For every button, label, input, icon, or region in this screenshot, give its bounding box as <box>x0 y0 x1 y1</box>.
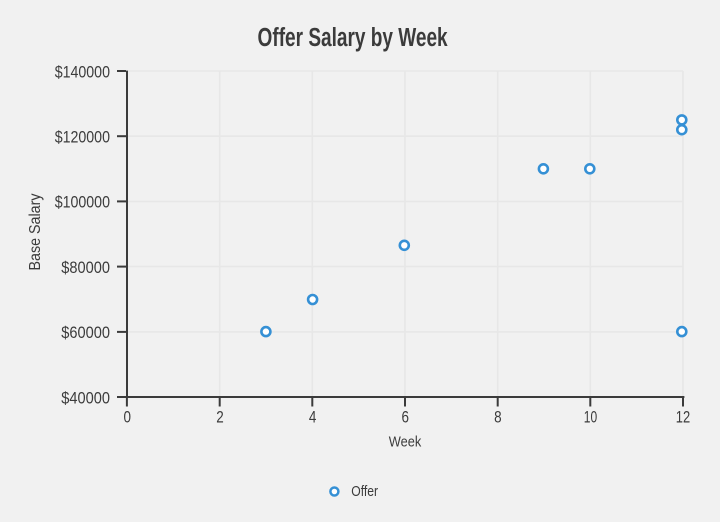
svg-text:$140000: $140000 <box>55 62 110 81</box>
svg-text:0: 0 <box>124 408 132 427</box>
svg-text:4: 4 <box>309 408 317 427</box>
svg-text:Week: Week <box>389 433 422 450</box>
svg-text:$40000: $40000 <box>61 388 110 407</box>
svg-text:$100000: $100000 <box>55 193 110 212</box>
svg-text:12: 12 <box>676 408 690 427</box>
svg-text:Offer Salary by Week: Offer Salary by Week <box>258 24 449 52</box>
svg-text:$60000: $60000 <box>61 323 110 342</box>
svg-text:$120000: $120000 <box>55 128 110 147</box>
svg-text:$80000: $80000 <box>61 258 110 277</box>
svg-text:8: 8 <box>494 408 502 427</box>
svg-text:Offer: Offer <box>351 483 378 500</box>
svg-text:2: 2 <box>216 408 224 427</box>
svg-text:6: 6 <box>402 408 410 427</box>
svg-text:Base Salary: Base Salary <box>27 194 44 271</box>
svg-text:10: 10 <box>584 408 597 427</box>
